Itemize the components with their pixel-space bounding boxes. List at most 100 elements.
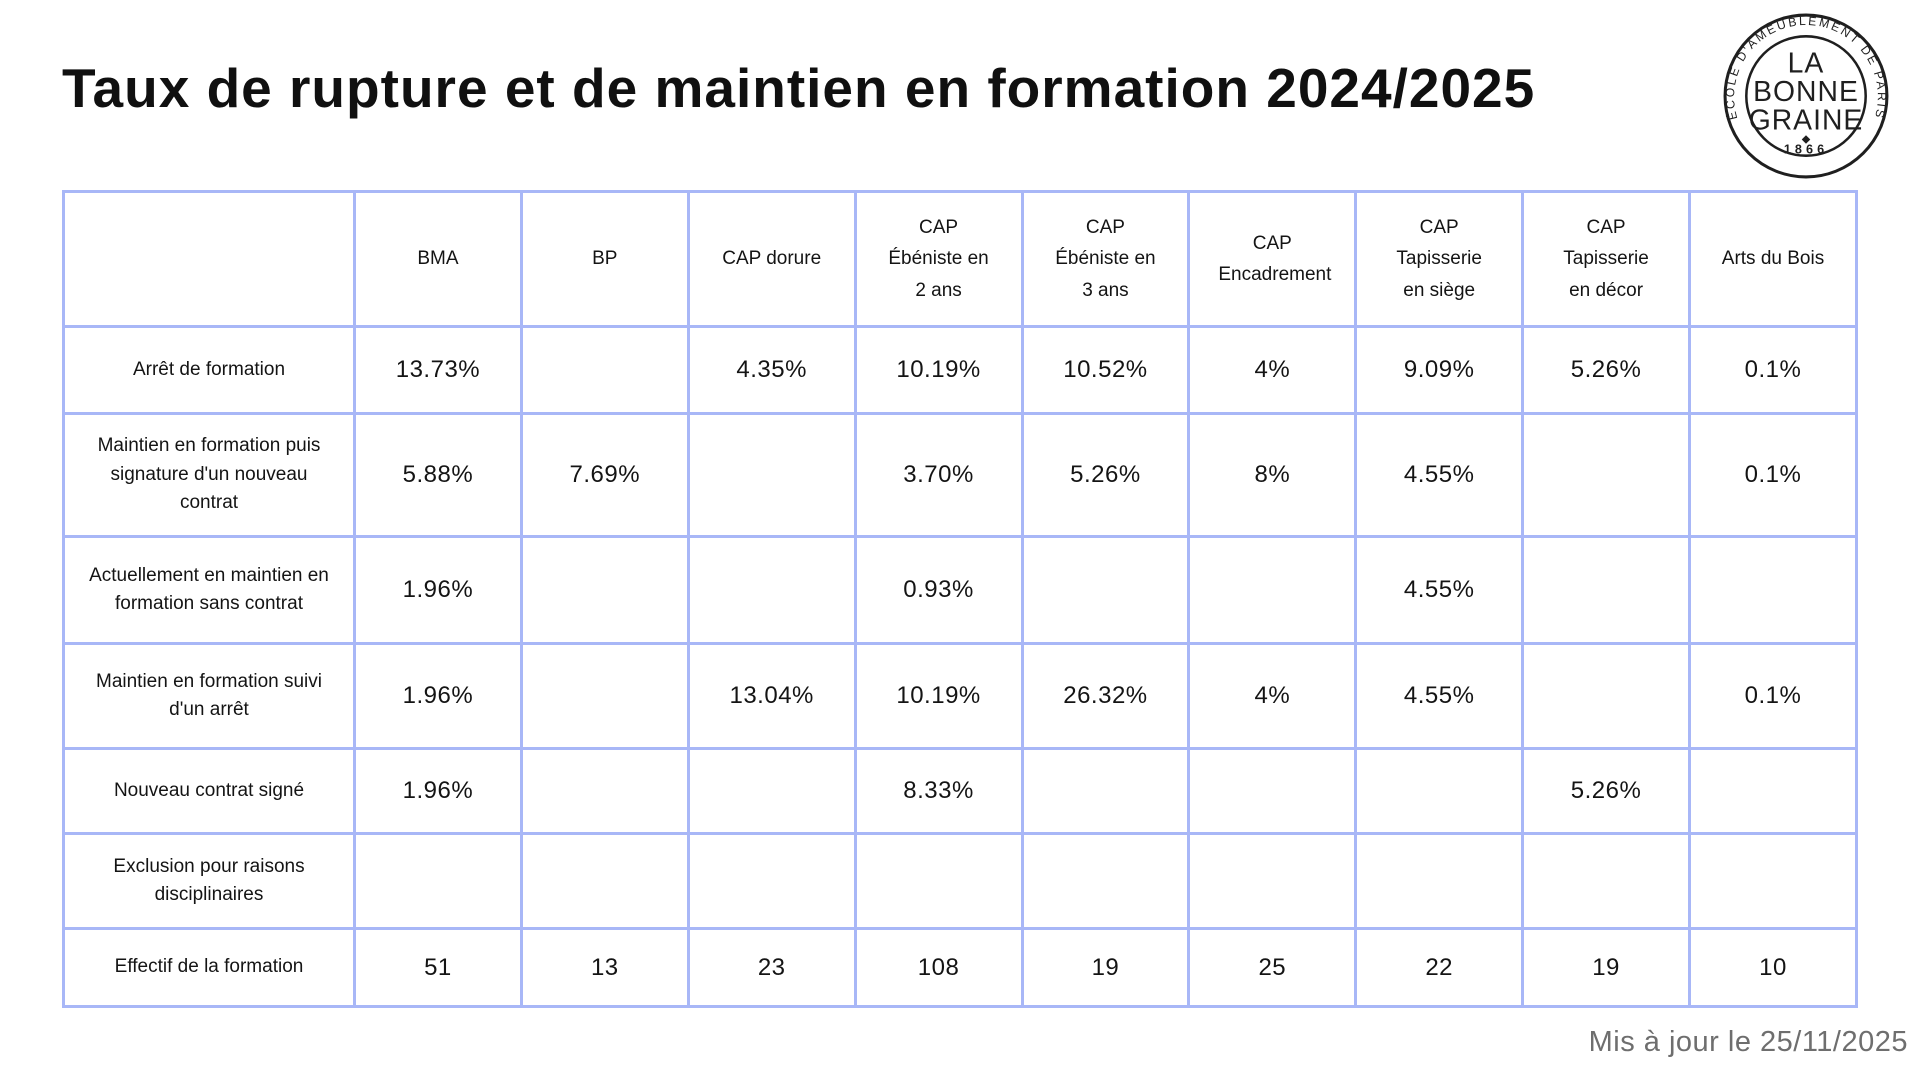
table-cell	[1020, 832, 1191, 930]
table-cell: 5.26%	[1521, 325, 1691, 415]
table-cell: 13.04%	[686, 642, 857, 750]
table-cell: 4%	[1187, 642, 1358, 750]
table-cell	[1187, 832, 1358, 930]
table-cell	[1187, 747, 1358, 835]
table-cell: 1.96%	[353, 747, 523, 835]
table-cell: 8.33%	[853, 747, 1024, 835]
column-header: Arts du Bois	[1688, 190, 1858, 328]
last-updated-label: Mis à jour le 25/11/2025	[1588, 1026, 1908, 1058]
table-cell: 0.1%	[1688, 642, 1858, 750]
column-header: CAP Tapisserie en décor	[1521, 190, 1691, 328]
corner-cell	[62, 190, 356, 328]
header-row: BMA BP CAP dorure CAP Ébéniste en 2 ans CAP …	[62, 190, 1858, 328]
row-label: Effectif de la formation	[62, 927, 356, 1008]
table-cell: 25	[1187, 927, 1358, 1008]
column-header: CAP Encadrement	[1187, 190, 1358, 328]
table-cell: 23	[686, 927, 857, 1008]
table-row: Exclusion pour raisons disciplinaires	[62, 832, 1858, 930]
table-cell: 19	[1521, 927, 1691, 1008]
table-cell	[1354, 747, 1525, 835]
table-cell: 4.35%	[686, 325, 857, 415]
table-cell	[1521, 412, 1691, 538]
seal-icon: ÉCOLE D'AMEUBLEMENT DE PARIS LA BONNE GR…	[1723, 13, 1889, 179]
table-cell: 0.93%	[853, 535, 1024, 645]
table-row: Arrêt de formation 13.73% 4.35% 10.19% 10.52…	[62, 325, 1858, 415]
column-header: CAP Ébéniste en 3 ans	[1020, 190, 1191, 328]
table-cell	[1521, 535, 1691, 645]
table-row: Nouveau contrat signé 1.96% 8.33% 5.26%	[62, 747, 1858, 835]
column-header: CAP Tapisserie en siège	[1354, 190, 1525, 328]
table-cell	[1020, 535, 1191, 645]
table-cell	[1187, 535, 1358, 645]
table-cell: 22	[1354, 927, 1525, 1008]
column-header: CAP dorure	[686, 190, 857, 328]
table-cell	[686, 747, 857, 835]
table-cell: 1.96%	[353, 642, 523, 750]
column-header: CAP Ébéniste en 2 ans	[853, 190, 1024, 328]
table-row: Maintien en formation puis signature d'u…	[62, 412, 1858, 538]
table-cell	[1688, 832, 1858, 930]
table-row: Actuellement en maintien en formation sa…	[62, 535, 1858, 645]
table-cell: 5.26%	[1521, 747, 1691, 835]
seal-name-line3: GRAINE	[1749, 104, 1864, 136]
table-cell: 10	[1688, 927, 1858, 1008]
row-label: Exclusion pour raisons disciplinaires	[62, 832, 356, 930]
table-cell: 0.1%	[1688, 412, 1858, 538]
table-cell: 5.26%	[1020, 412, 1191, 538]
seal-outer-circle	[1723, 13, 1889, 179]
row-label: Maintien en formation puis signature d'u…	[62, 412, 356, 538]
table-cell	[1688, 535, 1858, 645]
table-cell: 3.70%	[853, 412, 1024, 538]
seal-inner-circle	[1745, 35, 1867, 157]
column-header: BP	[519, 190, 690, 328]
row-label: Maintien en formation suivi d'un arrêt	[62, 642, 356, 750]
table-cell	[853, 832, 1024, 930]
table-cell: 10.19%	[853, 642, 1024, 750]
seal-year: 1866	[1784, 143, 1828, 157]
table-cell	[1688, 747, 1858, 835]
table-cell	[686, 412, 857, 538]
table-cell: 4%	[1187, 325, 1358, 415]
table-row: Maintien en formation suivi d'un arrêt 1.…	[62, 642, 1858, 750]
table-cell: 7.69%	[519, 412, 690, 538]
table-cell	[519, 832, 690, 930]
seal-name-line1: LA	[1788, 48, 1825, 80]
table-cell	[1354, 832, 1525, 930]
table-cell: 4.55%	[1354, 642, 1525, 750]
diamond-icon	[1801, 135, 1811, 144]
table-cell: 10.19%	[853, 325, 1024, 415]
table-cell	[353, 832, 523, 930]
table-cell: 4.55%	[1354, 412, 1525, 538]
table-cell: 19	[1020, 927, 1191, 1008]
table-cell: 108	[853, 927, 1024, 1008]
school-seal-logo: ÉCOLE D'AMEUBLEMENT DE PARIS LA BONNE GR…	[1720, 10, 1892, 182]
table-cell	[686, 535, 857, 645]
table-cell	[686, 832, 857, 930]
table-cell: 13	[519, 927, 690, 1008]
table-cell	[519, 325, 690, 415]
table-cell: 51	[353, 927, 523, 1008]
table-cell: 13.73%	[353, 325, 523, 415]
table-row: Effectif de la formation 51 13 23 108 19 25 22 1…	[62, 927, 1858, 1008]
column-header: BMA	[353, 190, 523, 328]
table-cell: 10.52%	[1020, 325, 1191, 415]
table-cell: 8%	[1187, 412, 1358, 538]
table-cell	[519, 747, 690, 835]
table-cell: 5.88%	[353, 412, 523, 538]
row-label: Actuellement en maintien en formation sa…	[62, 535, 356, 645]
table-cell: 4.55%	[1354, 535, 1525, 645]
row-label: Arrêt de formation	[62, 325, 356, 415]
table-cell	[1521, 642, 1691, 750]
table-cell: 0.1%	[1688, 325, 1858, 415]
table-cell: 26.32%	[1020, 642, 1191, 750]
formation-table: BMA BP CAP dorure CAP Ébéniste en 2 ans CAP …	[62, 190, 1858, 1008]
table-cell	[1020, 747, 1191, 835]
table-cell	[1521, 832, 1691, 930]
table-cell	[519, 535, 690, 645]
table-cell	[519, 642, 690, 750]
page-title: Taux de rupture et de maintien en format…	[62, 57, 1536, 119]
seal-name-line2: BONNE	[1753, 76, 1859, 108]
row-label: Nouveau contrat signé	[62, 747, 356, 835]
table-cell: 1.96%	[353, 535, 523, 645]
table-cell: 9.09%	[1354, 325, 1525, 415]
